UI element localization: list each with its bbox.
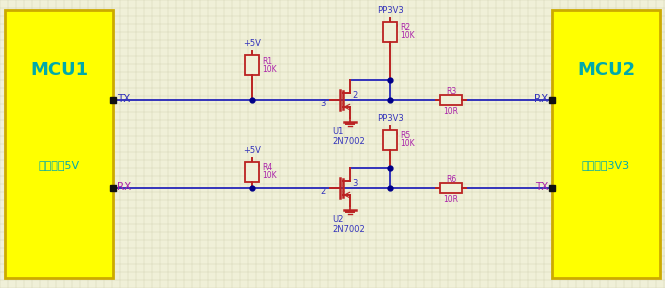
Text: TX: TX <box>535 182 548 192</box>
Text: U2: U2 <box>332 215 343 225</box>
Bar <box>5 10 113 278</box>
Text: 10R: 10R <box>444 107 458 117</box>
Text: 2: 2 <box>321 187 326 196</box>
Bar <box>552 10 660 278</box>
Text: 10K: 10K <box>400 139 414 149</box>
Text: 3: 3 <box>352 179 357 189</box>
Text: PP3V3: PP3V3 <box>376 6 404 15</box>
Bar <box>440 95 462 105</box>
Text: R1: R1 <box>262 56 272 65</box>
Text: +5V: +5V <box>243 39 261 48</box>
Text: 2N7002: 2N7002 <box>332 137 364 147</box>
Text: TX: TX <box>117 94 130 104</box>
Text: PP3V3: PP3V3 <box>376 114 404 123</box>
Text: 10K: 10K <box>262 65 277 73</box>
Text: +5V: +5V <box>243 146 261 155</box>
Text: 2N7002: 2N7002 <box>332 226 364 234</box>
Bar <box>440 183 462 193</box>
Text: 10K: 10K <box>400 31 414 41</box>
Bar <box>245 55 259 75</box>
Text: R3: R3 <box>446 88 456 96</box>
Text: R5: R5 <box>400 132 410 141</box>
Text: RX: RX <box>534 94 548 104</box>
Text: R2: R2 <box>400 24 410 33</box>
Text: 2: 2 <box>352 92 357 101</box>
Text: RX: RX <box>117 182 131 192</box>
Text: MCU1: MCU1 <box>30 61 88 79</box>
Text: 10R: 10R <box>444 196 458 204</box>
Bar <box>245 162 259 182</box>
Text: U1: U1 <box>332 128 343 137</box>
Text: R6: R6 <box>446 175 456 185</box>
Text: 3: 3 <box>321 98 326 107</box>
Text: 工作電塙3V3: 工作電塙3V3 <box>582 160 630 170</box>
Bar <box>383 130 397 150</box>
Text: R4: R4 <box>262 164 272 173</box>
Text: 10K: 10K <box>262 171 277 181</box>
Text: 工作電塙5V: 工作電塙5V <box>39 160 80 170</box>
Bar <box>383 22 397 42</box>
Text: MCU2: MCU2 <box>577 61 635 79</box>
